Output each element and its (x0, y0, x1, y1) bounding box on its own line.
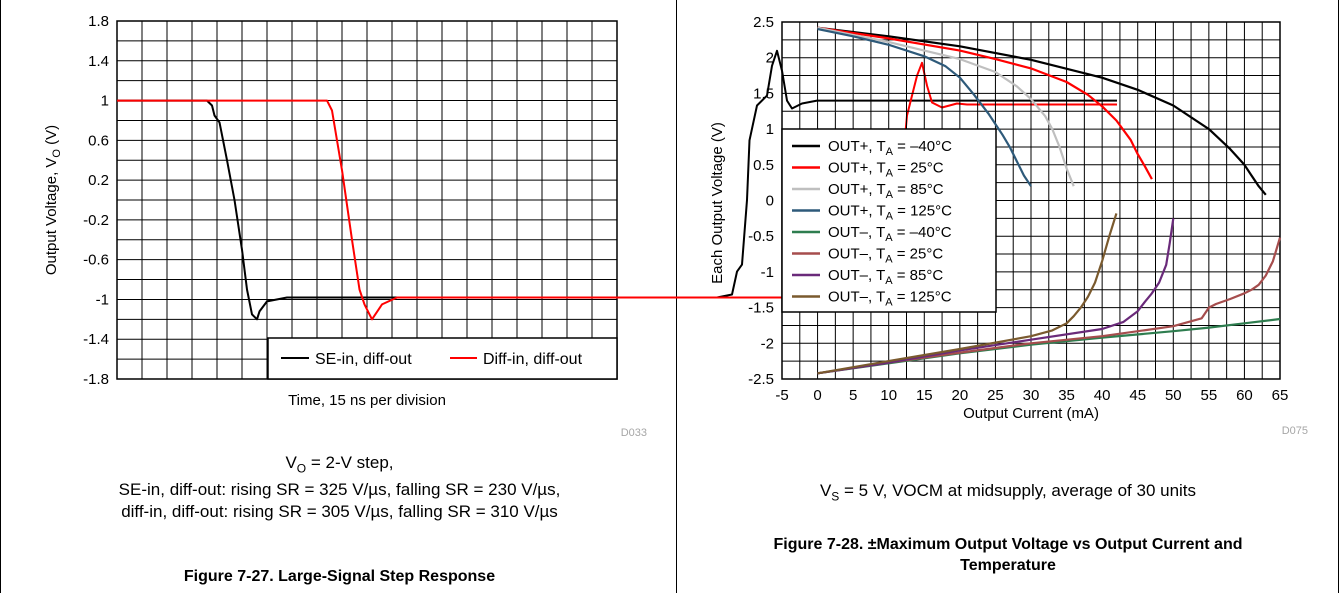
output-voltage-chart: -5 0 5 10 15 20 25 30 35 40 45 50 55 60 65 2.5 2 1.5 1 0.5 0… (709, 14, 1308, 437)
x-tick-label: 55 (1201, 387, 1218, 404)
x-tick-label: 65 (1272, 387, 1289, 404)
x-tick-label: 50 (1165, 387, 1182, 404)
legend-entry: OUT+, TA = 25°C (828, 160, 944, 180)
legend-entry: OUT+, TA = –40°C (828, 138, 952, 158)
y-tick-label: -1 (96, 291, 109, 308)
y-tick-label: -0.6 (83, 252, 109, 269)
y-tick-label: 0 (766, 193, 774, 210)
series-line (817, 237, 1282, 375)
figure-code-label: D033 (621, 427, 647, 439)
legend-entry: OUT+, TA = 125°C (828, 203, 952, 223)
figure-7-28-title-line2: Temperature (960, 557, 1056, 574)
y-tick-label: 0.6 (88, 132, 109, 149)
y-tick-label: 1.4 (88, 53, 109, 70)
y-tick-label: -1.5 (748, 300, 774, 317)
figure-code-label: D075 (1282, 425, 1308, 437)
figure-7-27-title: Figure 7-27. Large-Signal Step Response (183, 568, 496, 585)
y-tick-label: -0.2 (83, 212, 109, 229)
x-tick-label: 0 (813, 387, 821, 404)
series-line (817, 26, 1153, 180)
left-caption-line2: SE-in, diff-out: rising SR = 325 V/µs, f… (118, 480, 561, 500)
series-line (117, 61, 1117, 321)
x-axis-title: Output Current (mA) (963, 405, 1099, 422)
y-axis-title: Each Output Voltage (V) (709, 122, 726, 284)
x-tick-label: 30 (1023, 387, 1040, 404)
legend-entry: OUT–, TA = 85°C (828, 267, 943, 287)
legend-entry: OUT–, TA = 25°C (828, 246, 943, 266)
right-figure-panel: -5 0 5 10 15 20 25 30 35 40 45 50 55 60 65 2.5 2 1.5 1 0.5 0… (677, 0, 1339, 593)
x-tick-label: 15 (916, 387, 933, 404)
series-line (817, 218, 1175, 375)
x-tick-label: -5 (775, 387, 788, 404)
y-tick-label: -2.5 (748, 371, 774, 388)
left-caption: VO = 2-V step, SE-in, diff-out: rising S… (1, 452, 678, 523)
y-tick-label: -1 (761, 264, 774, 281)
legend-entry: Diff-in, diff-out (483, 351, 583, 368)
y-tick-label: -2 (761, 335, 774, 352)
x-tick-label: 40 (1094, 387, 1111, 404)
x-tick-label: 5 (849, 387, 857, 404)
figure-7-28-title: Figure 7-28. ±Maximum Output Voltage vs … (677, 534, 1339, 576)
x-tick-label: 60 (1236, 387, 1253, 404)
series-line (817, 26, 1075, 187)
legend-entry: SE-in, diff-out (315, 351, 412, 368)
y-tick-label: 1 (101, 93, 109, 110)
x-tick-label: 35 (1058, 387, 1075, 404)
legend-entry: OUT+, TA = 85°C (828, 181, 944, 201)
legend-box (781, 128, 997, 313)
series-line (817, 26, 1267, 196)
figure-7-28-title-line1: Figure 7-28. ±Maximum Output Voltage vs … (773, 536, 1243, 553)
x-tick-label: 10 (880, 387, 897, 404)
legend-entry: OUT–, TA = –40°C (828, 224, 952, 244)
y-tick-label: -0.5 (748, 228, 774, 245)
y-tick-label: 1.8 (88, 13, 109, 30)
y-tick-label: 1 (766, 121, 774, 138)
y-tick-label: 1.5 (753, 85, 774, 102)
y-tick-label: 2 (766, 50, 774, 67)
left-figure-panel: 1.8 1.4 1 0.6 0.2 -0.2 -0.6 -1 -1.4 -1.8 SE-in, di… (0, 0, 1117, 593)
right-caption: VS = 5 V, VOCM at midsupply, average of … (819, 481, 1197, 504)
series-line (817, 213, 1118, 375)
x-tick-label: 25 (987, 387, 1004, 404)
x-tick-label: 20 (952, 387, 969, 404)
x-tick-label: 45 (1129, 387, 1146, 404)
legend-entry: OUT–, TA = 125°C (828, 289, 952, 309)
y-axis-title: Output Voltage, VO (V) (43, 125, 63, 275)
series-line (817, 28, 1032, 187)
x-axis-title: Time, 15 ns per division (288, 392, 446, 409)
step-response-chart: 1.8 1.4 1 0.6 0.2 -0.2 -0.6 -1 -1.4 -1.8 SE-in, di… (43, 13, 1117, 439)
y-tick-label: 2.5 (753, 14, 774, 31)
y-tick-label: 0.2 (88, 172, 109, 189)
legend-box (267, 337, 618, 380)
left-caption-line3: diff-in, diff-out: rising SR = 305 V/µs,… (121, 502, 558, 522)
y-tick-label: -1.8 (83, 371, 109, 388)
left-caption-line1: VO = 2-V step, (285, 453, 394, 476)
y-tick-label: -1.4 (83, 331, 109, 348)
y-tick-label: 0.5 (753, 157, 774, 174)
